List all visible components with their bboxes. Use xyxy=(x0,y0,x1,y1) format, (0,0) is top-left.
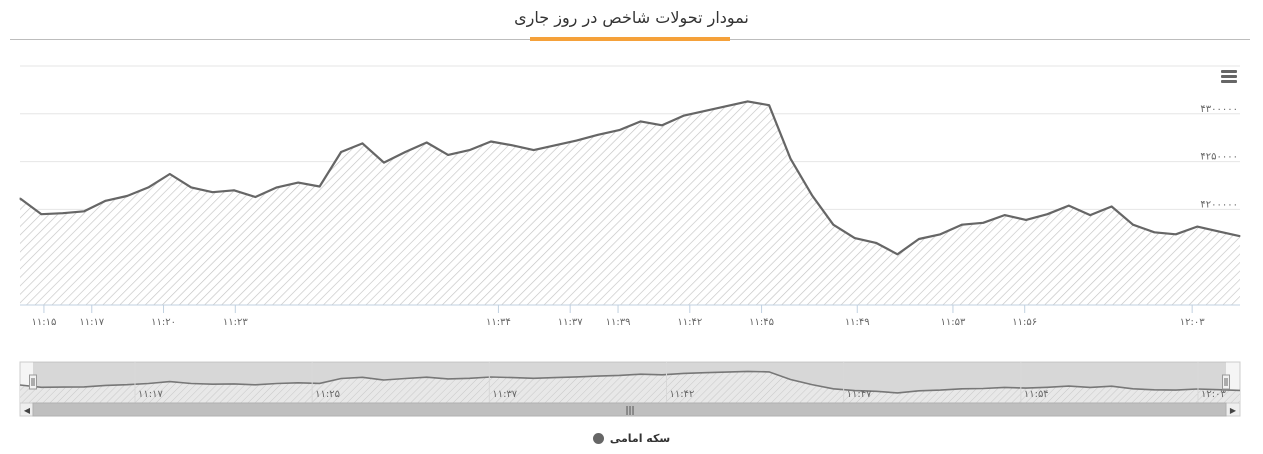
data-point xyxy=(1089,214,1092,217)
data-point xyxy=(340,151,343,154)
data-point xyxy=(768,104,771,107)
navigator-tick-label: ۱۱:۵۴ xyxy=(1024,389,1049,400)
navigator-tick-label: ۱۱:۴۷ xyxy=(847,389,872,400)
data-point xyxy=(1196,225,1199,228)
data-point xyxy=(425,141,428,144)
data-point xyxy=(468,149,471,152)
data-point xyxy=(104,199,107,202)
data-point xyxy=(1174,233,1177,236)
data-point xyxy=(1217,230,1220,233)
data-point xyxy=(982,221,985,224)
x-tick-label: ۱۱:۴۲ xyxy=(677,317,702,328)
data-point xyxy=(404,151,407,154)
x-tick-label: ۱۱:۲۳ xyxy=(223,317,248,328)
x-tick-label: ۱۱:۵۶ xyxy=(1012,317,1037,328)
navigator-tick-label: ۱۱:۲۵ xyxy=(315,389,340,400)
data-point xyxy=(126,195,129,198)
hamburger-menu-icon[interactable] xyxy=(1221,70,1237,84)
data-point xyxy=(661,124,664,127)
data-point xyxy=(147,186,150,189)
x-tick-label: ۱۱:۱۵ xyxy=(31,317,56,328)
y-tick-label: ۴۳۰۰۰۰۰ xyxy=(1200,104,1238,115)
data-point xyxy=(382,161,385,164)
data-point xyxy=(297,181,300,184)
data-point xyxy=(168,173,171,176)
chart-title: نمودار تحولات شاخص در روز جاری xyxy=(514,8,749,27)
data-point xyxy=(211,191,214,194)
data-point xyxy=(810,194,813,197)
data-point xyxy=(939,233,942,236)
data-point xyxy=(1110,205,1113,208)
data-point xyxy=(789,157,792,160)
data-point xyxy=(447,153,450,156)
title-accent-bar xyxy=(530,37,730,41)
data-point xyxy=(489,140,492,143)
navigator-area xyxy=(20,371,1240,403)
data-point xyxy=(896,253,899,256)
data-point xyxy=(1131,223,1134,226)
x-tick-label: ۱۱:۴۵ xyxy=(749,317,774,328)
data-point xyxy=(1003,214,1006,217)
x-tick-label: ۱۱:۳۴ xyxy=(486,317,511,328)
navigator-tick-label: ۱۱:۱۷ xyxy=(138,389,163,400)
data-point xyxy=(703,109,706,112)
data-point xyxy=(618,129,621,132)
x-tick-label: ۱۲:۰۳ xyxy=(1180,317,1205,328)
series-area xyxy=(20,101,1240,306)
legend-item[interactable]: سکه امامی xyxy=(592,432,671,445)
data-point xyxy=(361,142,364,145)
x-tick-label: ۱۱:۴۹ xyxy=(845,317,870,328)
data-point xyxy=(190,186,193,189)
navigator-tick-label: ۱۱:۴۲ xyxy=(670,389,695,400)
data-point xyxy=(746,100,749,103)
data-point xyxy=(575,139,578,142)
data-point xyxy=(1239,235,1241,238)
data-point xyxy=(682,114,685,117)
data-point xyxy=(853,237,856,240)
data-point xyxy=(233,189,236,192)
data-point xyxy=(1024,218,1027,221)
data-point xyxy=(1067,204,1070,207)
scroll-left-arrow-icon[interactable]: ◀ xyxy=(24,406,31,415)
data-point xyxy=(1153,231,1156,234)
legend-marker xyxy=(592,433,604,444)
series-line xyxy=(19,100,1241,256)
x-tick-label: ۱۱:۵۳ xyxy=(941,317,966,328)
navigator-tick-label: ۱۱:۳۷ xyxy=(492,389,517,400)
data-point xyxy=(254,195,257,198)
y-tick-label: ۴۲۰۰۰۰۰ xyxy=(1200,199,1238,210)
x-tick-label: ۱۱:۲۰ xyxy=(151,317,176,328)
data-point xyxy=(511,144,514,147)
navigator-line xyxy=(19,370,1241,394)
x-tick-label: ۱۱:۳۹ xyxy=(606,317,631,328)
legend-label: سکه امامی xyxy=(609,432,671,445)
data-point xyxy=(61,212,64,215)
scrollbar-grip-icon[interactable]: ||| xyxy=(625,406,634,416)
x-tick-label: ۱۱:۱۷ xyxy=(79,317,104,328)
data-point xyxy=(554,144,557,147)
y-tick-label: ۴۲۵۰۰۰۰ xyxy=(1200,152,1238,163)
data-point xyxy=(917,238,920,241)
navigator-right-handle[interactable] xyxy=(1222,374,1230,390)
data-point xyxy=(875,241,878,244)
data-point xyxy=(960,223,963,226)
navigator-tick-label: ۱۲:۰۳ xyxy=(1201,389,1226,400)
legend: سکه امامی xyxy=(0,432,1263,447)
data-point xyxy=(83,210,86,213)
data-point xyxy=(532,149,535,152)
data-point xyxy=(1046,213,1049,216)
scrollbar-thumb[interactable] xyxy=(32,402,1227,417)
data-point xyxy=(318,185,321,188)
data-point xyxy=(40,213,43,216)
navigator-left-handle[interactable] xyxy=(29,374,37,390)
scroll-right-arrow-icon[interactable]: ▶ xyxy=(1230,406,1237,415)
x-tick-label: ۱۱:۳۷ xyxy=(558,317,583,328)
data-point xyxy=(639,120,642,123)
data-point xyxy=(596,133,599,136)
data-point xyxy=(725,105,728,108)
data-point xyxy=(832,223,835,226)
data-point xyxy=(19,197,21,200)
data-point xyxy=(275,186,278,189)
